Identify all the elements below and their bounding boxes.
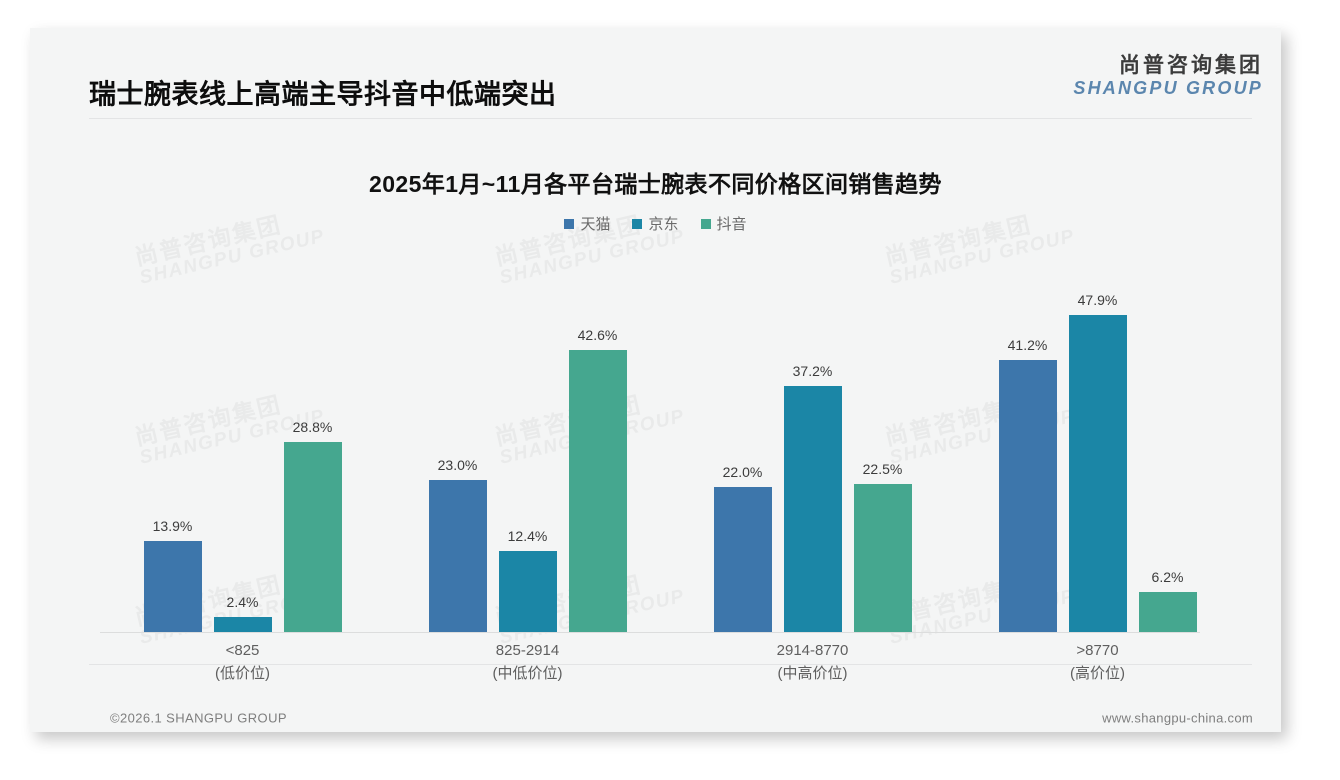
bar[interactable] — [213, 617, 272, 633]
bar[interactable] — [1138, 591, 1197, 633]
bar[interactable] — [853, 483, 912, 633]
footer-website: www.shangpu-china.com — [1102, 710, 1253, 726]
brand-logo: 尚普咨询集团 SHANGPU GROUP — [1073, 54, 1263, 98]
brand-logo-cn: 尚普咨询集团 — [1119, 54, 1263, 77]
bar[interactable] — [1068, 315, 1127, 633]
bar[interactable] — [283, 441, 342, 633]
x-axis-tick-main: 825-2914 — [495, 642, 560, 659]
bar-value-label: 22.5% — [862, 460, 903, 477]
bar[interactable] — [498, 550, 557, 633]
bar-column-抖音[interactable]: 6.2% — [1138, 258, 1197, 633]
bar-column-京东[interactable]: 47.9% — [1068, 258, 1127, 633]
x-axis-tick-main: >8770 — [1076, 642, 1119, 659]
bar-group: 41.2% 47.9% 6.2% — [955, 258, 1240, 633]
legend-swatch-icon — [700, 218, 711, 229]
bar-group: 13.9% 2.4% 28.8% — [100, 258, 385, 633]
legend-item-天猫[interactable]: 天猫 — [564, 213, 610, 234]
legend-item-抖音[interactable]: 抖音 — [700, 213, 747, 234]
footer-divider — [89, 664, 1252, 665]
bar[interactable] — [568, 350, 627, 633]
legend-swatch-icon — [632, 218, 643, 229]
bar-column-天猫[interactable]: 23.0% — [428, 258, 487, 633]
bar[interactable] — [998, 359, 1057, 633]
bar-value-label: 22.0% — [722, 464, 763, 481]
bar-group: 23.0% 12.4% 42.6% — [385, 258, 670, 633]
bar-value-label: 12.4% — [507, 527, 548, 544]
legend-label: 抖音 — [716, 216, 747, 233]
bar[interactable] — [713, 487, 772, 633]
bar-value-label: 2.4% — [226, 594, 259, 611]
x-axis-tick-sub: (中高价位) — [777, 664, 848, 682]
bar-column-抖音[interactable]: 42.6% — [568, 258, 627, 633]
x-axis-tick-sub: (中低价位) — [492, 664, 563, 682]
legend-item-京东[interactable]: 京东 — [632, 213, 679, 234]
legend-label: 京东 — [648, 216, 679, 233]
brand-logo-en: SHANGPU GROUP — [1073, 77, 1263, 98]
bar-column-天猫[interactable]: 41.2% — [998, 258, 1057, 633]
bar[interactable] — [143, 540, 202, 633]
x-axis-tick-sub: (高价位) — [1070, 664, 1125, 682]
bar[interactable] — [428, 480, 487, 633]
bar-group: 22.0% 37.2% 22.5% — [670, 258, 955, 633]
footer-copyright: ©2026.1 SHANGPU GROUP — [110, 710, 287, 726]
bar-value-label: 42.6% — [577, 327, 618, 344]
bar-value-label: 47.9% — [1077, 292, 1118, 309]
slide-card: 尚普咨询集团 SHANGPU GROUP 尚普咨询集团 SHANGPU GROU… — [30, 28, 1281, 732]
bar-column-京东[interactable]: 37.2% — [783, 258, 842, 633]
x-axis-tick-label: 825-2914 (中低价位) — [493, 640, 563, 685]
x-axis-tick-label: >8770 (高价位) — [1070, 640, 1125, 685]
bar-column-京东[interactable]: 12.4% — [498, 258, 557, 633]
bar-value-label: 28.8% — [292, 418, 333, 435]
x-axis-labels: <825 (低价位) 825-2914 (中低价位) 2914-8770 (中高价位) >8… — [100, 640, 1200, 710]
bar-column-抖音[interactable]: 22.5% — [853, 258, 912, 633]
header-divider — [89, 118, 1252, 119]
x-axis-tick-main: 2914-8770 — [776, 642, 849, 659]
bar-value-label: 37.2% — [792, 363, 833, 380]
bar[interactable] — [783, 386, 842, 633]
x-axis-line — [100, 632, 1200, 633]
bar-column-天猫[interactable]: 13.9% — [143, 258, 202, 633]
chart-plot-area: 13.9% 2.4% 28.8% 23.0% 12.4% 42.6% 22.0% 37.2% 2… — [100, 258, 1240, 633]
legend-label: 天猫 — [580, 216, 611, 233]
legend-swatch-icon — [564, 218, 575, 229]
bar-value-label: 41.2% — [1007, 336, 1048, 353]
x-axis-tick-label: <825 (低价位) — [215, 640, 270, 685]
bar-column-天猫[interactable]: 22.0% — [713, 258, 772, 633]
bar-column-抖音[interactable]: 28.8% — [283, 258, 342, 633]
bar-value-label: 13.9% — [152, 517, 193, 534]
chart-title: 2025年1月~11月各平台瑞士腕表不同价格区间销售趋势 — [369, 171, 942, 197]
bar-value-label: 23.0% — [437, 457, 478, 474]
x-axis-tick-label: 2914-8770 (中高价位) — [777, 640, 849, 685]
page-title: 瑞士腕表线上高端主导抖音中低端突出 — [89, 79, 557, 110]
x-axis-tick-main: <825 — [225, 642, 260, 659]
slide-header: 瑞士腕表线上高端主导抖音中低端突出 尚普咨询集团 SHANGPU GROUP — [30, 28, 1281, 118]
x-axis-tick-sub: (低价位) — [215, 664, 270, 682]
bar-column-京东[interactable]: 2.4% — [213, 258, 272, 633]
chart-legend: 天猫 京东 抖音 — [30, 213, 1281, 234]
bar-value-label: 6.2% — [1151, 568, 1184, 585]
